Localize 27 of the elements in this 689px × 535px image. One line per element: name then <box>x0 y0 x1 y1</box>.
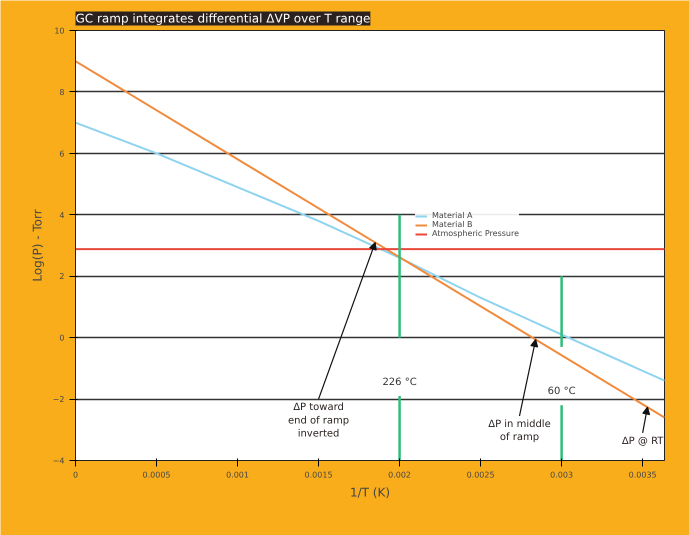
y-tick-label: 2 <box>59 272 65 282</box>
annotation: 226 °C <box>382 377 417 388</box>
legend-label: Material A <box>432 211 473 220</box>
y-tick-label: −4 <box>52 456 65 466</box>
x-tick-label: 0.002 <box>388 470 412 480</box>
annotation: ΔP in middle of ramp <box>488 419 551 444</box>
chart-title: GC ramp integrates differential ΔVP over T range <box>76 12 370 26</box>
x-tick-label: 0.001 <box>226 470 249 480</box>
y-tick-label: 10 <box>54 26 65 36</box>
y-tick-label: −2 <box>52 395 65 404</box>
annotation: 60 °C <box>548 386 576 398</box>
annotation: ΔP @ RT <box>622 436 664 447</box>
x-tick-label: 0.0025 <box>466 470 495 480</box>
y-tick-label: 4 <box>59 210 65 220</box>
legend-label: Material B <box>432 220 473 229</box>
y-tick-label: 8 <box>59 88 65 97</box>
x-tick-label: 0 <box>72 470 78 480</box>
y-axis-title: Log(P) - Torr <box>30 209 45 282</box>
y-tick-label: 6 <box>59 149 65 158</box>
x-tick-label: 0.0005 <box>142 470 171 480</box>
x-tick-label: 0.003 <box>550 470 574 480</box>
x-axis-title: 1/T (K) <box>350 486 390 500</box>
x-tick-label: 0.0015 <box>304 470 333 480</box>
y-tick-label: 0 <box>59 334 65 343</box>
legend-label: Atmospheric Pressure <box>432 229 520 238</box>
annotation: ΔP toward end of ramp inverted <box>288 402 350 440</box>
x-tick-label: 0.0035 <box>628 470 657 480</box>
